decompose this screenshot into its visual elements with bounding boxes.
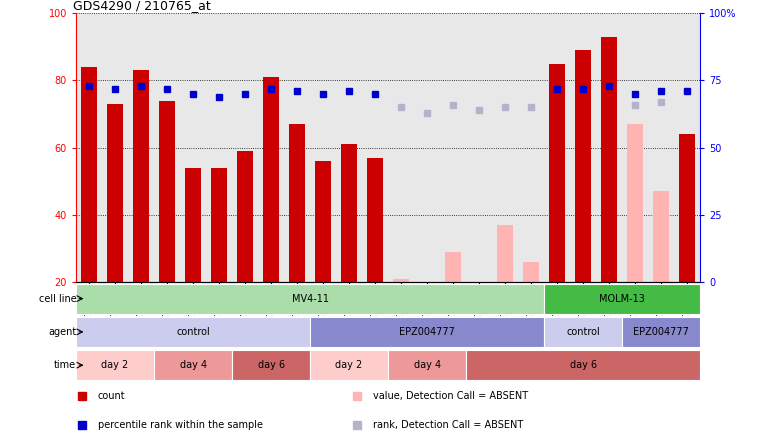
Bar [524, 262, 539, 282]
Bar [627, 124, 643, 282]
Text: GDS4290 / 210765_at: GDS4290 / 210765_at [73, 0, 211, 12]
Text: day 6: day 6 [257, 360, 285, 370]
Text: control: control [566, 327, 600, 337]
Text: percentile rank within the sample: percentile rank within the sample [98, 420, 263, 430]
Bar [622, 317, 700, 347]
Text: agent: agent [48, 327, 76, 337]
Bar [76, 350, 154, 380]
Bar [601, 37, 617, 282]
Text: value, Detection Call = ABSENT: value, Detection Call = ABSENT [373, 391, 527, 401]
Text: day 4: day 4 [413, 360, 441, 370]
Bar [368, 158, 383, 282]
Bar [419, 282, 435, 292]
Text: day 2: day 2 [101, 360, 129, 370]
Bar [497, 225, 513, 282]
Bar [81, 67, 97, 282]
Bar [445, 252, 461, 282]
Bar [237, 151, 253, 282]
Bar [154, 350, 232, 380]
Bar [680, 134, 695, 282]
Text: time: time [54, 360, 76, 370]
Text: EPZ004777: EPZ004777 [400, 327, 455, 337]
Text: cell line: cell line [39, 293, 76, 304]
Text: MV4-11: MV4-11 [291, 293, 329, 304]
Bar [289, 124, 305, 282]
Text: rank, Detection Call = ABSENT: rank, Detection Call = ABSENT [373, 420, 523, 430]
Bar [76, 317, 310, 347]
Text: control: control [177, 327, 210, 337]
Bar [544, 284, 700, 313]
Bar [466, 350, 700, 380]
Text: day 2: day 2 [336, 360, 363, 370]
Bar [76, 284, 544, 313]
Bar [315, 161, 331, 282]
Text: day 6: day 6 [569, 360, 597, 370]
Bar [310, 317, 544, 347]
Bar [575, 50, 591, 282]
Bar [653, 191, 669, 282]
Bar [186, 168, 201, 282]
Bar [133, 71, 149, 282]
Bar [388, 350, 466, 380]
Bar [232, 350, 310, 380]
Bar [471, 282, 487, 289]
Bar [393, 278, 409, 282]
Text: day 4: day 4 [180, 360, 207, 370]
Bar [159, 101, 175, 282]
Bar [544, 317, 622, 347]
Bar [107, 104, 123, 282]
Bar [263, 77, 279, 282]
Text: count: count [98, 391, 126, 401]
Text: MOLM-13: MOLM-13 [599, 293, 645, 304]
Bar [310, 350, 388, 380]
Bar [341, 144, 357, 282]
Bar [549, 63, 565, 282]
Text: EPZ004777: EPZ004777 [633, 327, 689, 337]
Bar [212, 168, 227, 282]
